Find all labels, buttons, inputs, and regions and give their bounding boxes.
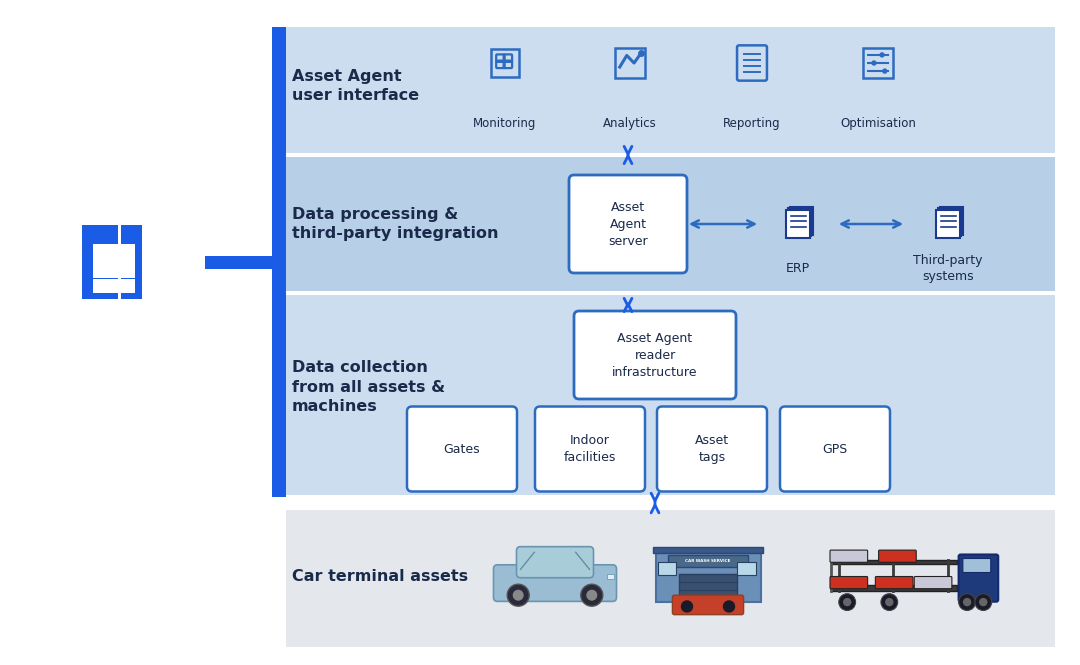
Circle shape — [680, 600, 693, 612]
Bar — [863, 48, 893, 78]
FancyBboxPatch shape — [657, 406, 767, 491]
Bar — [286, 291, 1055, 295]
Circle shape — [513, 590, 524, 600]
Bar — [940, 207, 963, 235]
Bar — [121, 279, 135, 293]
FancyBboxPatch shape — [516, 547, 594, 578]
FancyBboxPatch shape — [915, 577, 951, 589]
Bar — [789, 207, 813, 235]
Circle shape — [882, 68, 888, 74]
FancyBboxPatch shape — [673, 595, 744, 614]
Circle shape — [980, 598, 987, 606]
Bar — [286, 153, 1055, 157]
Bar — [205, 255, 272, 269]
FancyBboxPatch shape — [494, 565, 617, 601]
FancyBboxPatch shape — [831, 577, 867, 589]
Text: CAR WASH SERVICE: CAR WASH SERVICE — [685, 559, 731, 563]
Bar — [272, 27, 286, 497]
Bar — [82, 225, 143, 299]
Circle shape — [586, 590, 597, 600]
Bar — [936, 210, 960, 238]
Circle shape — [581, 584, 603, 606]
Circle shape — [723, 600, 735, 612]
Bar — [669, 555, 748, 567]
Text: GPS: GPS — [822, 442, 848, 456]
Bar — [93, 279, 118, 293]
Text: Data collection
from all assets &
machines: Data collection from all assets & machin… — [292, 360, 445, 414]
Bar — [788, 208, 811, 236]
FancyBboxPatch shape — [959, 555, 998, 602]
Circle shape — [508, 584, 529, 606]
Text: Analytics: Analytics — [603, 116, 657, 130]
Circle shape — [881, 594, 897, 610]
Bar — [656, 549, 760, 602]
Bar — [286, 155, 1055, 293]
Circle shape — [886, 598, 893, 606]
Circle shape — [839, 594, 855, 610]
Bar — [286, 27, 1055, 155]
Circle shape — [872, 61, 877, 66]
Bar — [93, 244, 118, 278]
Bar — [118, 225, 121, 299]
Text: Reporting: Reporting — [724, 116, 781, 130]
Text: Asset
Agent
server: Asset Agent server — [608, 201, 648, 247]
Bar — [738, 562, 756, 575]
FancyBboxPatch shape — [535, 406, 645, 491]
Bar — [831, 559, 957, 564]
Circle shape — [963, 598, 971, 606]
FancyBboxPatch shape — [963, 559, 990, 573]
Text: Car terminal assets: Car terminal assets — [292, 569, 468, 584]
Circle shape — [843, 598, 851, 606]
FancyBboxPatch shape — [573, 311, 735, 399]
Bar — [121, 244, 135, 278]
Bar — [678, 574, 738, 602]
Text: Gates: Gates — [444, 442, 481, 456]
Text: Asset Agent
user interface: Asset Agent user interface — [292, 68, 419, 103]
Bar — [286, 293, 1055, 497]
Bar — [616, 48, 645, 78]
Text: Asset Agent
reader
infrastructure: Asset Agent reader infrastructure — [612, 331, 698, 378]
Text: Optimisation: Optimisation — [840, 116, 916, 130]
Text: ERP: ERP — [786, 261, 810, 275]
Text: Asset
tags: Asset tags — [694, 434, 729, 464]
FancyBboxPatch shape — [831, 550, 867, 563]
Circle shape — [959, 594, 975, 610]
Bar — [653, 547, 762, 553]
Text: Third-party
systems: Third-party systems — [914, 253, 983, 283]
Bar — [286, 510, 1055, 647]
Bar — [286, 495, 1055, 499]
Bar — [937, 208, 961, 236]
Bar — [491, 49, 519, 77]
Bar — [831, 585, 957, 591]
FancyBboxPatch shape — [879, 550, 916, 563]
Text: Indoor
facilities: Indoor facilities — [564, 434, 617, 464]
Bar — [607, 574, 613, 579]
Text: Monitoring: Monitoring — [473, 116, 537, 130]
FancyBboxPatch shape — [876, 577, 913, 589]
Circle shape — [879, 52, 885, 58]
Text: Data processing &
third-party integration: Data processing & third-party integratio… — [292, 207, 499, 241]
FancyBboxPatch shape — [569, 175, 687, 273]
Circle shape — [975, 594, 991, 610]
Bar — [786, 210, 810, 238]
FancyBboxPatch shape — [780, 406, 890, 491]
Bar — [658, 562, 676, 575]
FancyBboxPatch shape — [407, 406, 517, 491]
